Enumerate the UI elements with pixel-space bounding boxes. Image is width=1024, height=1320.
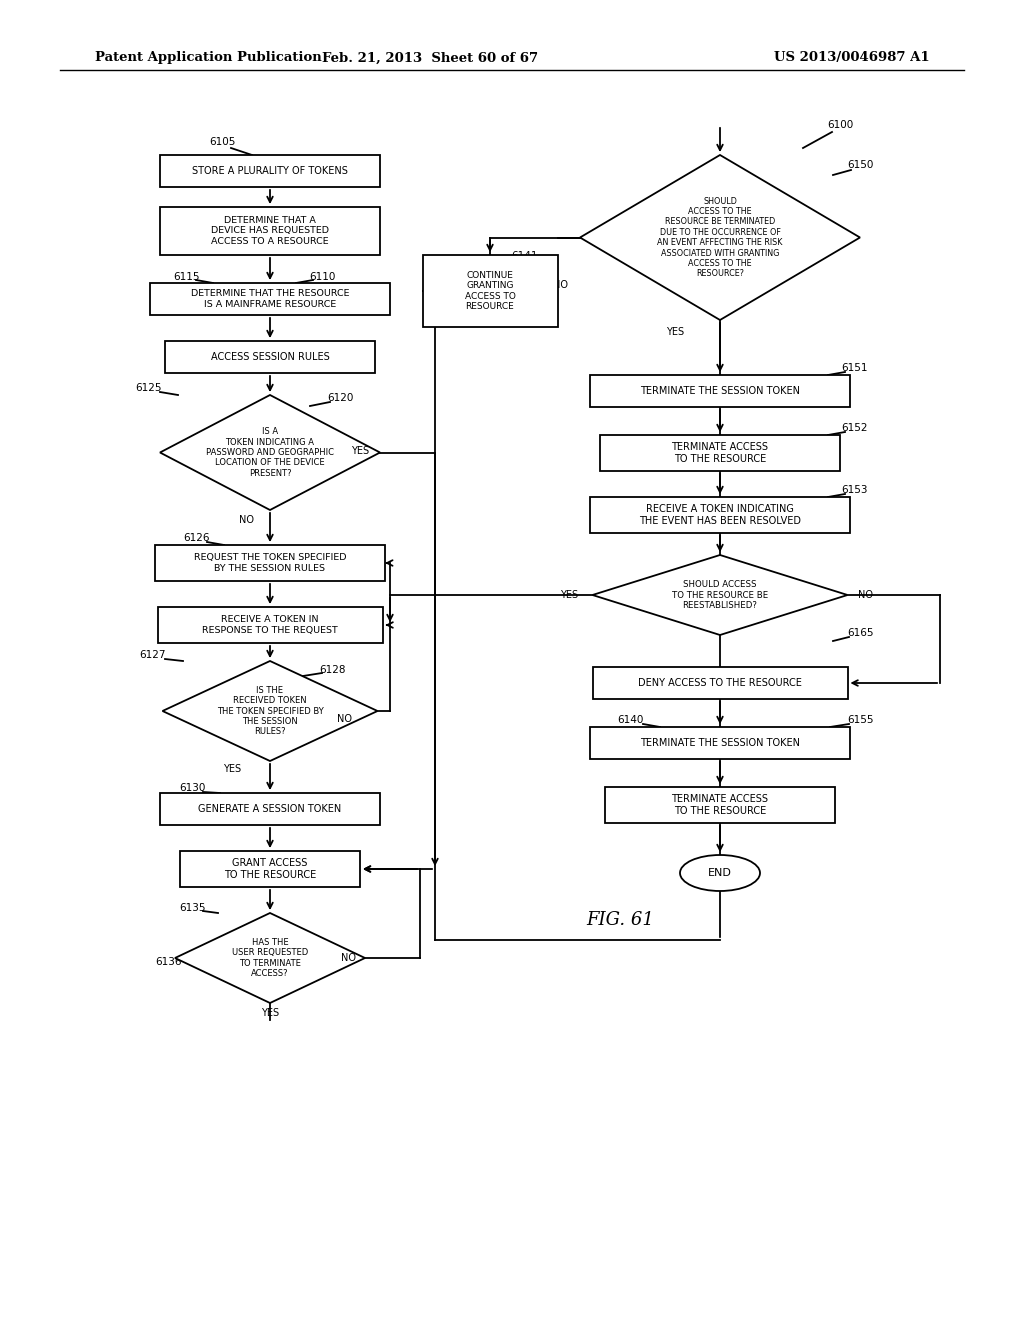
FancyBboxPatch shape	[590, 498, 850, 533]
Polygon shape	[163, 661, 378, 762]
Text: 6105: 6105	[209, 137, 236, 147]
FancyBboxPatch shape	[423, 255, 557, 327]
Text: 6120: 6120	[327, 393, 353, 403]
Text: 6141: 6141	[512, 251, 539, 261]
Text: 6128: 6128	[318, 665, 345, 675]
Text: GENERATE A SESSION TOKEN: GENERATE A SESSION TOKEN	[199, 804, 342, 814]
FancyBboxPatch shape	[150, 282, 390, 315]
Text: DENY ACCESS TO THE RESOURCE: DENY ACCESS TO THE RESOURCE	[638, 678, 802, 688]
Ellipse shape	[680, 855, 760, 891]
FancyBboxPatch shape	[165, 341, 375, 374]
Text: 6165: 6165	[847, 628, 873, 638]
Text: FIG. 61: FIG. 61	[586, 911, 654, 929]
Text: GRANT ACCESS
TO THE RESOURCE: GRANT ACCESS TO THE RESOURCE	[224, 858, 316, 880]
Text: STORE A PLURALITY OF TOKENS: STORE A PLURALITY OF TOKENS	[193, 166, 348, 176]
Text: Feb. 21, 2013  Sheet 60 of 67: Feb. 21, 2013 Sheet 60 of 67	[322, 51, 538, 65]
Text: DETERMINE THAT A
DEVICE HAS REQUESTED
ACCESS TO A RESOURCE: DETERMINE THAT A DEVICE HAS REQUESTED AC…	[211, 216, 329, 246]
Text: REQUEST THE TOKEN SPECIFIED
BY THE SESSION RULES: REQUEST THE TOKEN SPECIFIED BY THE SESSI…	[194, 553, 346, 573]
Text: ACCESS SESSION RULES: ACCESS SESSION RULES	[211, 352, 330, 362]
Text: NO: NO	[338, 714, 352, 723]
Text: NO: NO	[240, 515, 255, 525]
Text: 6130: 6130	[179, 783, 205, 793]
FancyBboxPatch shape	[590, 375, 850, 407]
Text: 6150: 6150	[847, 160, 873, 170]
Text: 6125: 6125	[135, 383, 161, 393]
Text: 6126: 6126	[182, 533, 209, 543]
Text: RECEIVE A TOKEN IN
RESPONSE TO THE REQUEST: RECEIVE A TOKEN IN RESPONSE TO THE REQUE…	[202, 615, 338, 635]
FancyBboxPatch shape	[600, 436, 840, 471]
Text: TERMINATE THE SESSION TOKEN: TERMINATE THE SESSION TOKEN	[640, 385, 800, 396]
Text: YES: YES	[666, 327, 684, 337]
Text: 6136: 6136	[155, 957, 181, 968]
FancyBboxPatch shape	[590, 727, 850, 759]
Text: NO: NO	[341, 953, 355, 964]
Polygon shape	[160, 395, 380, 510]
Text: YES: YES	[560, 590, 579, 601]
FancyBboxPatch shape	[160, 207, 380, 255]
FancyBboxPatch shape	[160, 793, 380, 825]
Text: 6135: 6135	[179, 903, 205, 913]
Text: RECEIVE A TOKEN INDICATING
THE EVENT HAS BEEN RESOLVED: RECEIVE A TOKEN INDICATING THE EVENT HAS…	[639, 504, 801, 525]
Text: HAS THE
USER REQUESTED
TO TERMINATE
ACCESS?: HAS THE USER REQUESTED TO TERMINATE ACCE…	[231, 939, 308, 978]
Polygon shape	[175, 913, 365, 1003]
Text: IS A
TOKEN INDICATING A
PASSWORD AND GEOGRAPHIC
LOCATION OF THE DEVICE
PRESENT?: IS A TOKEN INDICATING A PASSWORD AND GEO…	[206, 428, 334, 478]
Text: 6155: 6155	[847, 715, 873, 725]
Text: NO: NO	[858, 590, 873, 601]
FancyBboxPatch shape	[158, 607, 383, 643]
Text: 6153: 6153	[842, 484, 868, 495]
FancyBboxPatch shape	[593, 667, 848, 700]
Polygon shape	[580, 154, 860, 319]
Text: IS THE
RECEIVED TOKEN
THE TOKEN SPECIFIED BY
THE SESSION
RULES?: IS THE RECEIVED TOKEN THE TOKEN SPECIFIE…	[217, 685, 324, 737]
FancyBboxPatch shape	[160, 154, 380, 187]
Text: SHOULD ACCESS
TO THE RESOURCE BE
REESTABLISHED?: SHOULD ACCESS TO THE RESOURCE BE REESTAB…	[672, 579, 768, 610]
Text: YES: YES	[223, 764, 241, 774]
Text: US 2013/0046987 A1: US 2013/0046987 A1	[774, 51, 930, 65]
Text: 6115: 6115	[173, 272, 200, 282]
Text: DETERMINE THAT THE RESOURCE
IS A MAINFRAME RESOURCE: DETERMINE THAT THE RESOURCE IS A MAINFRA…	[190, 289, 349, 309]
FancyBboxPatch shape	[605, 787, 835, 822]
Text: YES: YES	[351, 446, 369, 455]
Text: CONTINUE
GRANTING
ACCESS TO
RESOURCE: CONTINUE GRANTING ACCESS TO RESOURCE	[465, 271, 515, 312]
Text: 6151: 6151	[842, 363, 868, 374]
FancyBboxPatch shape	[155, 545, 385, 581]
Text: END: END	[708, 869, 732, 878]
Text: 6152: 6152	[842, 422, 868, 433]
Text: TERMINATE THE SESSION TOKEN: TERMINATE THE SESSION TOKEN	[640, 738, 800, 748]
Text: 6110: 6110	[309, 272, 335, 282]
Polygon shape	[593, 554, 848, 635]
Text: TERMINATE ACCESS
TO THE RESOURCE: TERMINATE ACCESS TO THE RESOURCE	[672, 795, 768, 816]
Text: 6140: 6140	[616, 715, 643, 725]
Text: SHOULD
ACCESS TO THE
RESOURCE BE TERMINATED
DUE TO THE OCCURRENCE OF
AN EVENT AF: SHOULD ACCESS TO THE RESOURCE BE TERMINA…	[657, 197, 782, 279]
Text: NO: NO	[553, 281, 567, 290]
Text: Patent Application Publication: Patent Application Publication	[95, 51, 322, 65]
FancyBboxPatch shape	[180, 851, 360, 887]
Text: TERMINATE ACCESS
TO THE RESOURCE: TERMINATE ACCESS TO THE RESOURCE	[672, 442, 768, 463]
Text: 6127: 6127	[138, 649, 165, 660]
Text: 6100: 6100	[826, 120, 853, 129]
Text: YES: YES	[261, 1008, 280, 1018]
